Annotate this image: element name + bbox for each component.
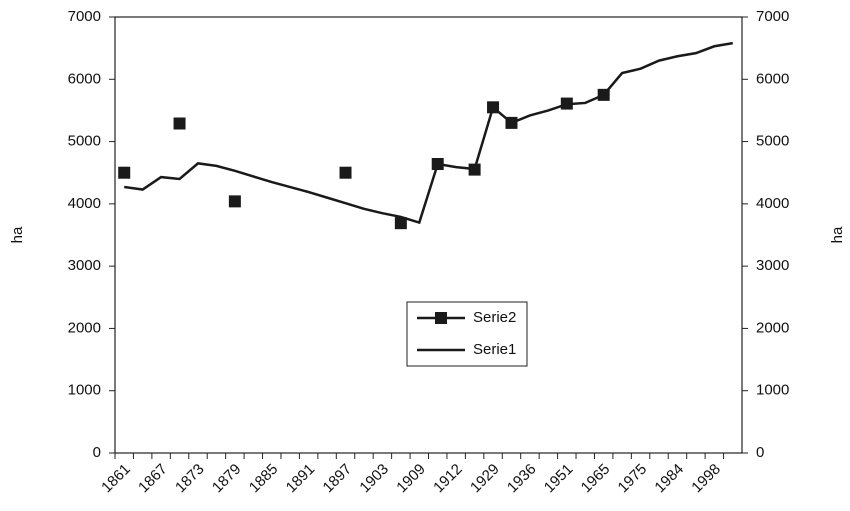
y2-tick-label: 6000 bbox=[756, 70, 789, 87]
y-tick-label: 5000 bbox=[68, 133, 101, 150]
marker bbox=[118, 166, 131, 179]
x-tick-label: 1998 bbox=[688, 461, 724, 497]
y2-tick-label: 2000 bbox=[756, 319, 789, 336]
marker bbox=[173, 117, 186, 130]
x-tick-label: 1861 bbox=[98, 461, 134, 497]
legend-label: Serie2 bbox=[473, 309, 516, 326]
legend-label: Serie1 bbox=[473, 341, 516, 358]
x-tick-label: 1885 bbox=[246, 461, 282, 497]
y-tick-label: 3000 bbox=[68, 257, 101, 274]
marker bbox=[339, 166, 352, 179]
y2-tick-label: 1000 bbox=[756, 382, 789, 399]
x-tick-label: 1975 bbox=[615, 461, 651, 497]
y-tick-label: 6000 bbox=[68, 70, 101, 87]
y2-tick-label: 3000 bbox=[756, 257, 789, 274]
x-tick-label: 1879 bbox=[209, 461, 245, 497]
marker bbox=[228, 195, 241, 208]
x-tick-label: 1951 bbox=[541, 461, 577, 497]
y-tick-label: 4000 bbox=[68, 195, 101, 212]
y2-tick-label: 0 bbox=[756, 444, 764, 461]
series-line bbox=[124, 41, 733, 225]
y2-axis-label: ha bbox=[829, 226, 846, 243]
y-tick-label: 1000 bbox=[68, 382, 101, 399]
x-tick-label: 1897 bbox=[320, 461, 356, 497]
x-tick-label: 1912 bbox=[430, 461, 466, 497]
y2-tick-label: 5000 bbox=[756, 133, 789, 150]
x-tick-label: 1867 bbox=[135, 461, 171, 497]
y-tick-label: 2000 bbox=[68, 319, 101, 336]
x-tick-label: 1929 bbox=[467, 461, 503, 497]
y-axis-label: ha bbox=[9, 226, 26, 243]
x-tick-label: 1903 bbox=[356, 461, 392, 497]
marker bbox=[394, 217, 407, 230]
x-tick-label: 1984 bbox=[651, 461, 687, 497]
legend-marker bbox=[435, 312, 447, 324]
plot-frame bbox=[114, 16, 743, 454]
x-tick-label: 1936 bbox=[504, 461, 540, 497]
x-tick-label: 1873 bbox=[172, 461, 208, 497]
y2-tick-label: 4000 bbox=[756, 195, 789, 212]
legend-box bbox=[406, 301, 528, 367]
x-tick-label: 1909 bbox=[393, 461, 429, 497]
x-tick-label: 1965 bbox=[578, 461, 614, 497]
y-tick-label: 7000 bbox=[68, 8, 101, 25]
x-tick-label: 1891 bbox=[283, 461, 319, 497]
y-tick-label: 0 bbox=[93, 444, 101, 461]
y2-tick-label: 7000 bbox=[756, 8, 789, 25]
